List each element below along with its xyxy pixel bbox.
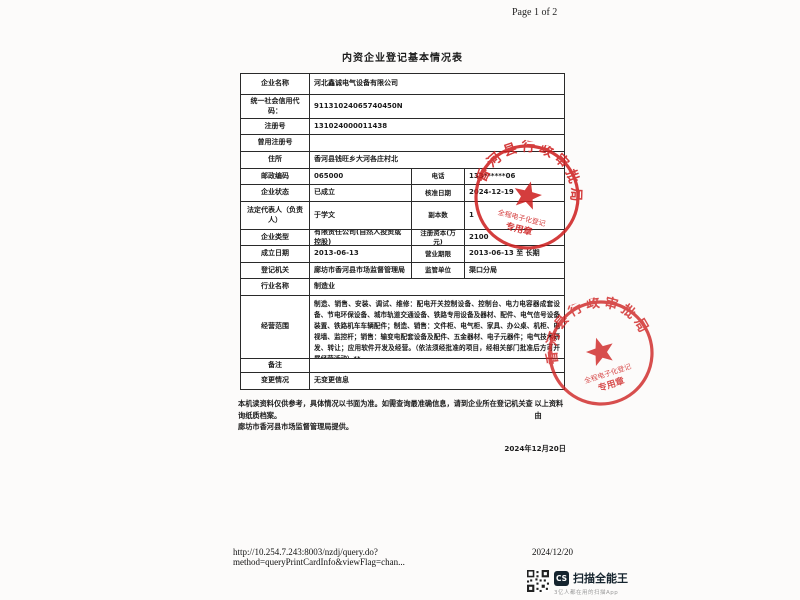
row-label: 变更情况	[261, 376, 289, 385]
row-value: 香河县钱旺乡大河各庄村北	[309, 152, 564, 168]
table-row: 住所 香河县钱旺乡大河各庄村北	[241, 151, 564, 168]
table-row: 成立日期 2013-06-13 营业期限 2013-06-13 至 长期	[241, 245, 564, 262]
print-url-bar: http://10.254.7.243:8003/nzdj/query.do?m…	[233, 547, 573, 567]
row-value: 廊坊市香河县市场监督管理局	[309, 263, 411, 278]
row-label: 核准日期	[411, 185, 464, 201]
source-url: http://10.254.7.243:8003/nzdj/query.do?m…	[233, 547, 405, 567]
table-row: 行业名称 制造业	[241, 278, 564, 295]
table-row: 企业名称 河北鑫诚电气设备有限公司	[241, 74, 564, 94]
footer-line1: 本机读资料仅供参考，具体情况以书面为准。如需查询最准确信息，请到企业所在登记机关…	[238, 399, 533, 420]
row-label: 经营范围	[261, 322, 289, 331]
row-label: 电话	[411, 169, 464, 184]
row-value: 无变更信息	[309, 373, 564, 389]
row-label: 注册号	[264, 121, 286, 130]
row-value	[309, 135, 564, 151]
table-row: 登记机关 廊坊市香河县市场监督管理局 监管单位 渠口分局	[241, 262, 564, 278]
footer-date: 2024年12月20日	[504, 443, 566, 453]
row-value: 2100	[464, 230, 564, 245]
camscanner-app-name: 扫描全能王	[573, 572, 628, 585]
row-label: 统一社会信用代码：	[250, 97, 300, 115]
row-label: 邮政编码	[261, 171, 289, 180]
row-value: 2013-06-13 至 长期	[464, 246, 564, 262]
print-date: 2024/12/20	[531, 547, 573, 557]
row-label: 法定代表人（负责人）	[247, 206, 303, 224]
row-value: 131024000011438	[309, 119, 564, 134]
table-row: 统一社会信用代码： 91131024065740450N	[241, 94, 564, 118]
star-icon	[585, 337, 613, 366]
footer-line2: 廊坊市香河县市场监督管理局提供。	[238, 422, 354, 432]
row-label: 监管单位	[411, 263, 464, 278]
table-row: 邮政编码 065000 电话 133******06	[241, 168, 564, 184]
row-value: 91131024065740450N	[309, 95, 564, 118]
table-row: 企业类型 有限责任公司(自然人投资或控股) 注册资本(万元) 2100	[241, 229, 564, 245]
row-value: 2024-12-19	[464, 185, 564, 201]
row-label: 企业名称	[261, 79, 289, 88]
footer-line1-suffix: 以上资料由	[534, 399, 564, 420]
camscanner-tagline: 3亿人都在用的扫描App	[554, 590, 619, 596]
row-label: 营业期限	[411, 246, 464, 262]
business-scope-text: 制造、销售、安装、调试、维修：配电开关控制设备、控制台、电力电容器成套设备、节电…	[309, 296, 564, 358]
table-row: 企业状态 已成立 核准日期 2024-12-19	[241, 184, 564, 201]
table-row: 曾用注册号	[241, 134, 564, 151]
page-indicator: Page 1 of 2	[512, 7, 558, 18]
qr-code	[527, 570, 549, 592]
row-value: 1	[464, 202, 564, 229]
row-value: 133******06	[464, 169, 564, 184]
table-row: 经营范围 制造、销售、安装、调试、维修：配电开关控制设备、控制台、电力电容器成套…	[241, 295, 564, 358]
row-value: 已成立	[309, 185, 411, 201]
row-value: 于学文	[309, 202, 411, 229]
row-value: 制造业	[309, 279, 564, 295]
row-label: 登记机关	[261, 265, 289, 274]
row-label: 企业类型	[261, 232, 289, 241]
row-value	[309, 359, 564, 372]
camscanner-logo-icon: CS	[554, 570, 569, 586]
row-label: 曾用注册号	[257, 138, 293, 147]
row-value: 河北鑫诚电气设备有限公司	[309, 74, 564, 94]
row-label: 注册资本(万元)	[411, 230, 464, 245]
star-icon	[514, 181, 542, 210]
row-value: 065000	[309, 169, 411, 184]
row-label: 行业名称	[261, 282, 289, 291]
document-title: 内资企业登记基本情况表	[342, 53, 463, 64]
official-red-stamp: 香河县行政审批局 全程电子化登记 专用章	[471, 130, 594, 250]
row-label: 住所	[268, 155, 282, 164]
table-row: 变更情况 无变更信息	[241, 372, 564, 389]
row-value: 2013-06-13	[309, 246, 411, 262]
camscanner-watermark: CS 扫描全能王 3亿人都在用的扫描App	[527, 570, 628, 596]
table-row: 备注	[241, 358, 564, 372]
row-value: 有限责任公司(自然人投资或控股)	[309, 230, 411, 245]
row-label: 企业状态	[261, 188, 289, 197]
table-row: 注册号 131024000011438	[241, 118, 564, 134]
footer-note: 本机读资料仅供参考，具体情况以书面为准。如需查询最准确信息，请到企业所在登记机关…	[238, 398, 566, 454]
row-label: 成立日期	[261, 249, 289, 258]
table-row: 法定代表人（负责人） 于学文 副本数 1	[241, 201, 564, 229]
row-label: 备注	[268, 360, 282, 369]
row-label: 副本数	[411, 202, 464, 229]
registration-table: 企业名称 河北鑫诚电气设备有限公司 统一社会信用代码： 911310240657…	[240, 73, 565, 390]
row-value: 渠口分局	[464, 263, 564, 278]
